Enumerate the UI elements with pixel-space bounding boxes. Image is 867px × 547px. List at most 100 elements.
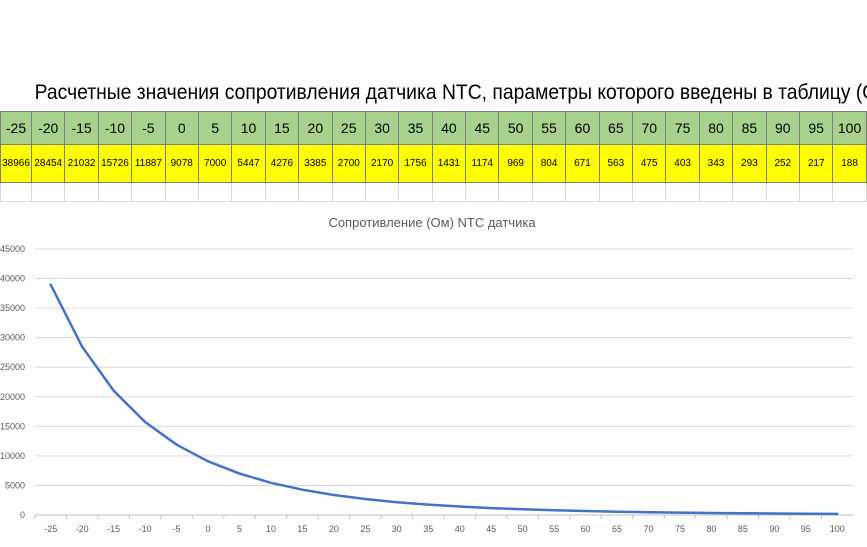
temperature-cell[interactable]: 20 [298,111,333,145]
resistance-cell[interactable]: 671 [565,144,600,183]
empty-cell[interactable] [97,182,133,202]
temperature-cell[interactable]: 5 [197,111,233,145]
temperature-cell[interactable]: 60 [565,111,600,145]
empty-cell[interactable] [64,182,99,202]
temperature-cell[interactable]: 85 [732,111,767,145]
temperature-cell[interactable]: 50 [498,111,533,145]
empty-cell[interactable] [765,182,800,202]
empty-cell[interactable] [298,182,333,202]
empty-cell[interactable] [264,182,300,202]
x-tick-label: -25 [44,524,57,534]
empty-cell[interactable] [598,182,634,202]
temperature-cell[interactable]: 15 [264,111,300,145]
temperature-cell[interactable]: 75 [665,111,700,145]
resistance-cell[interactable]: 38966 [0,144,32,183]
temperature-cell[interactable]: 0 [164,111,199,145]
resistance-cell[interactable]: 293 [732,144,767,183]
x-tick-label: -20 [76,524,89,534]
empty-cell[interactable] [832,182,867,202]
ntc-data-table: -25 -20 -15 -10 -5 0 5 10 15 20 25 30 35 40 45 50 55 60 65… [0,111,867,202]
empty-cell[interactable] [665,182,700,202]
temperature-cell[interactable]: 80 [698,111,734,145]
resistance-cell[interactable]: 4276 [264,144,300,183]
resistance-row: 38966 28454 21032 15726 11887 9078 7000 5447 427… [0,144,867,183]
empty-cell[interactable] [331,182,366,202]
resistance-cell[interactable]: 804 [531,144,567,183]
empty-cell[interactable] [164,182,199,202]
empty-cell[interactable] [465,182,500,202]
resistance-cell[interactable]: 15726 [97,144,133,183]
temperature-cell[interactable]: 40 [431,111,467,145]
empty-cell[interactable] [231,182,266,202]
resistance-cell[interactable]: 217 [798,144,834,183]
empty-row [0,182,867,202]
x-tick-label: -5 [173,524,181,534]
empty-cell[interactable] [431,182,467,202]
resistance-cell[interactable]: 343 [698,144,734,183]
resistance-cell[interactable]: 3385 [298,144,333,183]
resistance-cell[interactable]: 21032 [64,144,99,183]
temperature-cell[interactable]: -5 [131,111,166,145]
resistance-cell[interactable]: 563 [598,144,634,183]
empty-cell[interactable] [798,182,834,202]
resistance-cell[interactable]: 5447 [231,144,266,183]
x-tick-label: 95 [801,524,811,534]
temperature-cell[interactable]: 10 [231,111,266,145]
temperature-cell[interactable]: 70 [632,111,667,145]
y-tick-label: 15000 [0,421,25,431]
empty-cell[interactable] [364,182,400,202]
empty-cell[interactable] [197,182,233,202]
empty-cell[interactable] [398,182,433,202]
empty-cell[interactable] [531,182,567,202]
temperature-cell[interactable]: 90 [765,111,800,145]
resistance-cell[interactable]: 969 [498,144,533,183]
empty-cell[interactable] [30,182,66,202]
temperature-cell[interactable]: -10 [97,111,133,145]
resistance-cell[interactable]: 1431 [431,144,467,183]
temperature-cell[interactable]: 30 [364,111,400,145]
resistance-cell[interactable]: 28454 [30,144,66,183]
x-tick-label: 5 [237,524,242,534]
x-tick-label: 45 [486,524,496,534]
resistance-cell[interactable]: 2700 [331,144,366,183]
resistance-cell[interactable]: 475 [632,144,667,183]
empty-cell[interactable] [698,182,734,202]
temperature-cell[interactable]: -15 [64,111,99,145]
y-tick-label: 10000 [0,451,25,461]
resistance-cell[interactable]: 188 [832,144,867,183]
series-line [49,283,839,516]
resistance-cell[interactable]: 1756 [398,144,433,183]
resistance-cell[interactable]: 403 [665,144,700,183]
x-tick-label: 20 [329,524,339,534]
temperature-cell[interactable]: 25 [331,111,366,145]
temperature-cell[interactable]: 65 [598,111,634,145]
resistance-cell[interactable]: 2170 [364,144,400,183]
temperature-cell[interactable]: 35 [398,111,433,145]
sheet-title: Расчетные значения сопротивления датчика… [34,81,867,104]
temperature-cell[interactable]: -20 [30,111,66,145]
resistance-cell[interactable]: 7000 [197,144,233,183]
x-tick-label: 15 [297,524,307,534]
x-tick-label: 30 [392,524,402,534]
y-tick-label: 0 [20,510,25,520]
x-tick-label: 55 [549,524,559,534]
x-tick-label: 90 [769,524,779,534]
resistance-cell[interactable]: 9078 [164,144,199,183]
resistance-cell[interactable]: 11887 [131,144,166,183]
x-tick-label: 40 [455,524,465,534]
temperature-cell[interactable]: 45 [465,111,500,145]
empty-cell[interactable] [498,182,533,202]
empty-cell[interactable] [565,182,600,202]
temperature-cell[interactable]: 95 [798,111,834,145]
resistance-cell[interactable]: 252 [765,144,800,183]
empty-cell[interactable] [0,182,32,202]
empty-cell[interactable] [131,182,166,202]
temperature-cell[interactable]: -25 [0,111,32,145]
temperature-cell[interactable]: 55 [531,111,567,145]
resistance-cell[interactable]: 1174 [465,144,500,183]
x-tick-label: 0 [206,524,211,534]
empty-cell[interactable] [732,182,767,202]
empty-cell[interactable] [632,182,667,202]
temperature-cell[interactable]: 100 [832,111,867,145]
